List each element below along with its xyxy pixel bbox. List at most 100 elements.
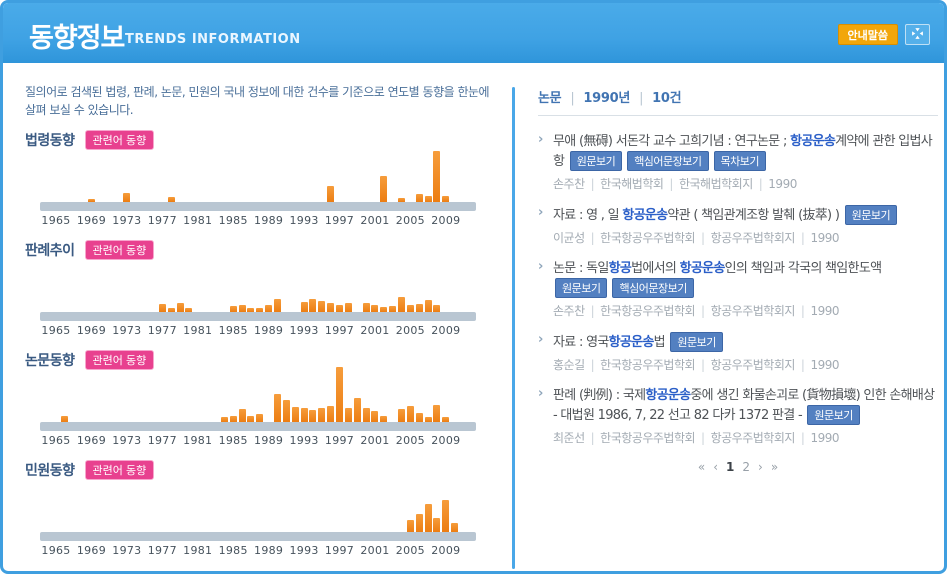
page-next-icon[interactable]: › [758, 460, 763, 474]
page-number-1[interactable]: 1 [726, 460, 735, 474]
meta-value: 이균성 [553, 231, 585, 245]
bar-2007 [424, 417, 432, 422]
axis-year-label: 1965 [41, 214, 71, 227]
bar-2007 [424, 196, 432, 202]
chart-baseline [40, 202, 476, 211]
axis-year-label: 1985 [218, 544, 248, 557]
related-terms-button[interactable]: 관련어 동향 [84, 350, 155, 370]
doc-action-button[interactable]: 원문보기 [670, 332, 723, 352]
collapse-icon [911, 27, 924, 43]
meta-value: 1990 [810, 431, 840, 445]
meta-value: 홍순길 [553, 358, 585, 372]
axis-year-label: 1997 [324, 434, 355, 447]
page-number-2[interactable]: 2 [742, 460, 750, 474]
title-text: 중에 생긴 화물손괴로 (貨物損壞) 인한 손해배상 - 대법원 1986, 7… [553, 388, 935, 423]
axis-year-label: 1977 [147, 544, 177, 557]
title-text: 계약에 관한 입법사항 [553, 134, 933, 169]
bar-2006 [415, 194, 423, 202]
axis-year-label: 2009 [431, 214, 461, 227]
chart-head: 판례추이 관련어 동향 [25, 240, 499, 260]
bar-1986 [238, 409, 246, 422]
axis-year-label: 2005 [395, 214, 425, 227]
bar-1993 [300, 302, 308, 312]
axis-year-label: 2001 [360, 214, 390, 227]
bar-2006 [415, 413, 423, 422]
bar-1973 [123, 193, 131, 202]
chart-axis: 1965 1969 1973 1977 1981 1985 1989 1993 1997 2001… [40, 434, 476, 449]
item-meta: 최준선 | 한국항공우주법학회 | 항공우주법학회지 | 1990 [553, 429, 938, 446]
axis-year-label: 1993 [289, 324, 319, 337]
axis-year-label: 2005 [395, 544, 425, 557]
collapse-button[interactable] [905, 24, 930, 45]
meta-value: 한국항공우주법학회 [600, 431, 696, 445]
notice-button[interactable]: 안내말씀 [837, 24, 898, 45]
bar-1992 [291, 407, 299, 422]
doc-action-button[interactable]: 원문보기 [569, 151, 623, 171]
charts-container: 법령동향 관련어 동향 1965 1969 1973 1977 1981 1985 1989 19… [25, 130, 499, 559]
item-meta: 이균성 | 한국항공우주법학회 | 항공우주법학회지 | 1990 [553, 229, 938, 246]
intro-text: 질의어로 검색된 법령, 판례, 논문, 민원의 국내 정보에 대한 건수를 기… [25, 85, 490, 117]
axis-year-label: 1977 [147, 324, 177, 337]
axis-year-label: 2005 [395, 324, 425, 337]
result-item: › 자료 : 영국항공운송법 원문보기 홍순길 | 한국항공우주법학회 | 항공우주법학회지… [538, 332, 938, 373]
chart-title: 판례추이 [25, 243, 75, 259]
title-text: 논문 : 독일 [553, 261, 609, 276]
axis-year-label: 1989 [254, 214, 284, 227]
bar-2004 [398, 198, 406, 202]
bar-1969 [87, 199, 95, 202]
header-separator: | [570, 91, 575, 106]
meta-separator: | [590, 177, 595, 191]
vertical-divider [512, 87, 515, 569]
header-separator: | [639, 91, 644, 106]
chart-baseline [40, 532, 476, 541]
bar-2007 [424, 300, 432, 312]
page-first-icon[interactable]: « [697, 460, 706, 474]
axis-year-label: 1965 [41, 324, 71, 337]
related-terms-button[interactable]: 관련어 동향 [84, 460, 155, 480]
bar-1999 [353, 398, 361, 422]
meta-value: 항공우주법학회지 [710, 231, 796, 245]
item-bullet-icon: › [538, 132, 544, 147]
keyword-highlight: 항공운송 [608, 335, 655, 350]
page-last-icon[interactable]: » [770, 460, 779, 474]
doc-action-button[interactable]: 원문보기 [555, 278, 608, 298]
bar-2003 [389, 306, 397, 312]
meta-value: 손주찬 [553, 177, 585, 191]
bar-2009 [442, 500, 450, 532]
doc-action-button[interactable]: 목차보기 [713, 151, 767, 171]
chart-head: 논문동향 관련어 동향 [25, 350, 499, 370]
related-terms-button[interactable]: 관련어 동향 [84, 130, 155, 150]
page-prev-icon[interactable]: ‹ [713, 460, 718, 474]
bar-2006 [415, 514, 423, 532]
meta-separator: | [701, 304, 705, 318]
axis-year-label: 1969 [76, 544, 107, 557]
chart-section: 논문동향 관련어 동향 1965 1969 1973 1977 1981 1985 1989 19… [25, 350, 499, 449]
doc-action-button[interactable]: 핵심어문장보기 [612, 278, 694, 298]
doc-action-button[interactable]: 원문보기 [807, 405, 860, 425]
page-header: 동향정보 TRENDS INFORMATION 안내말씀 [3, 3, 944, 63]
chart-axis: 1965 1969 1973 1977 1981 1985 1989 1993 1997 2001… [40, 214, 476, 229]
bar-1994 [309, 299, 317, 312]
item-body: 논문 : 독일항공법에서의 항공운송인의 책임과 각국의 책임한도액 원문보기 핵… [553, 259, 938, 319]
doc-action-button[interactable]: 핵심어문장보기 [627, 151, 709, 171]
bar-1966 [61, 416, 69, 422]
axis-year-label: 1973 [112, 214, 142, 227]
meta-value: 1990 [810, 231, 840, 245]
results-list: › 무애 (無碍) 서돈각 교수 고희기념 : 연구논문 ; 항공운송계약에 관한… [538, 132, 938, 446]
bar-2001 [371, 411, 379, 422]
item-meta: 손주찬 | 한국항공우주법학회 | 항공우주법학회지 | 1990 [553, 302, 938, 319]
item-bullet-icon: › [538, 386, 544, 401]
bar-2004 [398, 409, 406, 422]
meta-separator: | [590, 304, 595, 318]
chart-section: 법령동향 관련어 동향 1965 1969 1973 1977 1981 1985 1989 19… [25, 130, 499, 229]
item-title: 논문 : 독일항공법에서의 항공운송인의 책임과 각국의 책임한도액 원문보기 핵… [553, 259, 938, 298]
meta-separator: | [701, 431, 705, 445]
result-item: › 무애 (無碍) 서돈각 교수 고희기념 : 연구논문 ; 항공운송계약에 관한… [538, 132, 938, 192]
keyword-highlight: 항공 [608, 261, 632, 276]
meta-value: 한국항공우주법학회 [600, 231, 696, 245]
doc-action-button[interactable]: 원문보기 [844, 205, 898, 225]
meta-separator: | [800, 431, 805, 445]
related-terms-button[interactable]: 관련어 동향 [84, 240, 155, 260]
meta-value: 항공우주법학회지 [710, 304, 796, 318]
results-year: 1990년 [583, 91, 631, 106]
